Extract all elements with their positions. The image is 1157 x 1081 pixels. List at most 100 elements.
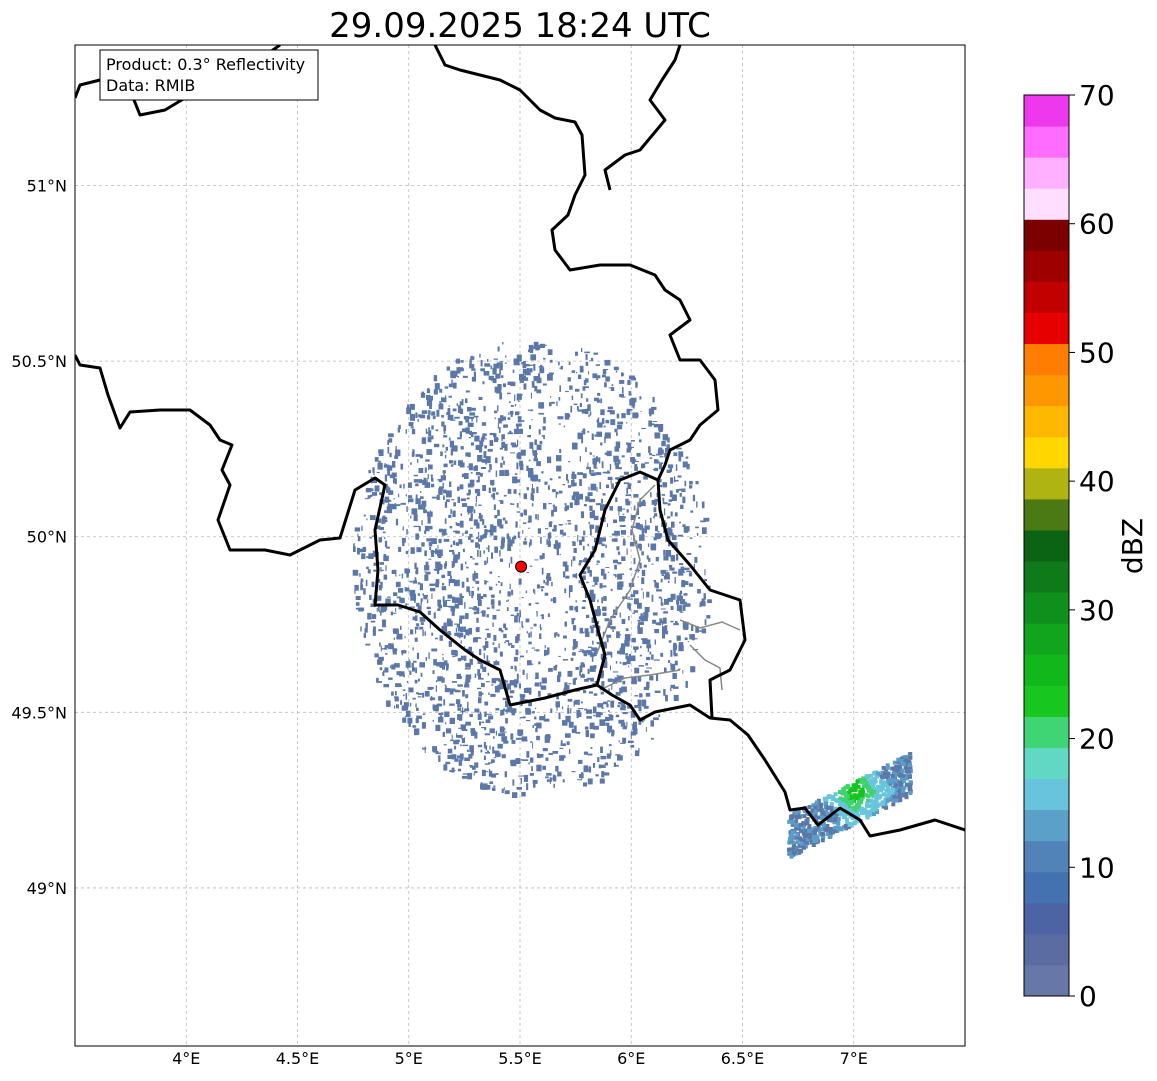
echo-pixel: [571, 395, 574, 401]
echo-pixel: [429, 622, 431, 629]
echo-pixel: [530, 347, 534, 350]
echo-pixel: [610, 750, 612, 756]
echo-pixel: [460, 655, 464, 661]
echo-pixel: [475, 444, 481, 451]
echo-pixel: [445, 395, 447, 399]
echo-pixel: [503, 546, 505, 548]
echo-pixel: [447, 594, 452, 599]
echo-pixel: [621, 413, 626, 419]
echo-pixel: [556, 548, 559, 556]
echo-pixel: [546, 773, 552, 776]
echo-pixel: [584, 726, 589, 730]
echo-pixel: [553, 524, 557, 532]
echo-pixel: [628, 603, 631, 611]
echo-pixel: [573, 403, 578, 406]
echo-pixel: [654, 582, 658, 588]
echo-pixel: [530, 741, 533, 743]
echo-pixel: [495, 730, 497, 736]
echo-pixel: [456, 403, 459, 406]
echo-pixel: [479, 440, 484, 447]
echo-pixel: [634, 569, 640, 572]
echo-pixel: [457, 714, 463, 720]
echo-pixel: [682, 496, 686, 504]
echo-pixel: [408, 722, 411, 727]
echo-pixel: [634, 705, 639, 708]
echo-pixel: [607, 622, 611, 628]
echo-pixel: [474, 708, 480, 713]
echo-pixel: [574, 606, 576, 611]
storm-pixel: [885, 765, 890, 770]
echo-pixel: [582, 386, 586, 391]
echo-pixel: [449, 460, 453, 464]
echo-pixel: [627, 379, 631, 385]
echo-pixel: [673, 649, 676, 656]
echo-pixel: [499, 558, 504, 562]
echo-pixel: [547, 533, 551, 540]
echo-pixel: [590, 733, 595, 739]
echo-pixel: [519, 463, 524, 471]
echo-pixel: [493, 535, 498, 541]
storm-pixel: [855, 795, 860, 800]
echo-pixel: [405, 587, 410, 592]
echo-pixel: [593, 693, 598, 696]
echo-pixel: [600, 755, 607, 760]
echo-pixel: [681, 571, 686, 573]
echo-pixel: [519, 428, 523, 434]
echo-pixel: [610, 588, 613, 592]
storm-pixel: [852, 793, 857, 798]
echo-pixel: [643, 475, 648, 480]
echo-pixel: [533, 588, 535, 593]
storm-pixel: [890, 792, 895, 797]
echo-pixel: [482, 519, 485, 525]
storm-pixel: [823, 801, 828, 806]
echo-pixel: [637, 619, 641, 622]
echo-pixel: [516, 462, 519, 470]
echo-pixel: [431, 496, 438, 499]
echo-pixel: [614, 764, 619, 767]
echo-pixel: [569, 605, 574, 611]
echo-pixel: [592, 455, 595, 457]
storm-pixel: [898, 773, 903, 778]
echo-pixel: [589, 625, 592, 629]
echo-pixel: [414, 611, 418, 614]
echo-pixel: [510, 503, 515, 505]
echo-pixel: [387, 440, 389, 445]
echo-pixel: [539, 682, 542, 687]
echo-pixel: [377, 518, 382, 523]
echo-pixel: [478, 544, 480, 550]
echo-pixel: [607, 410, 612, 413]
echo-pixel: [489, 432, 496, 436]
storm-pixel: [838, 796, 843, 801]
echo-pixel: [671, 494, 677, 501]
echo-pixel: [697, 589, 701, 594]
echo-pixel: [426, 449, 433, 455]
echo-pixel: [626, 408, 631, 415]
echo-pixel: [564, 507, 568, 512]
storm-pixel: [787, 850, 792, 854]
echo-pixel: [684, 528, 687, 533]
echo-pixel: [604, 359, 611, 366]
storm-pixel: [898, 780, 903, 785]
echo-pixel: [388, 438, 393, 443]
storm-pixel: [866, 798, 871, 803]
storm-pixel: [848, 814, 853, 819]
echo-pixel: [447, 754, 453, 759]
echo-pixel: [453, 740, 459, 745]
echo-pixel: [520, 703, 523, 707]
echo-pixel: [653, 580, 657, 583]
echo-pixel: [384, 645, 389, 648]
echo-pixel: [598, 609, 601, 616]
echo-pixel: [565, 715, 571, 723]
echo-pixel: [529, 773, 534, 776]
colorbar-cell: [1024, 809, 1069, 842]
echo-pixel: [662, 630, 669, 635]
storm-pixel: [792, 830, 797, 835]
echo-pixel: [513, 535, 517, 540]
echo-pixel: [435, 724, 441, 731]
echo-pixel: [473, 611, 477, 615]
echo-pixel: [593, 461, 597, 469]
echo-pixel: [405, 494, 407, 497]
echo-pixel: [354, 584, 359, 591]
echo-pixel: [567, 377, 571, 382]
echo-pixel: [581, 772, 584, 775]
